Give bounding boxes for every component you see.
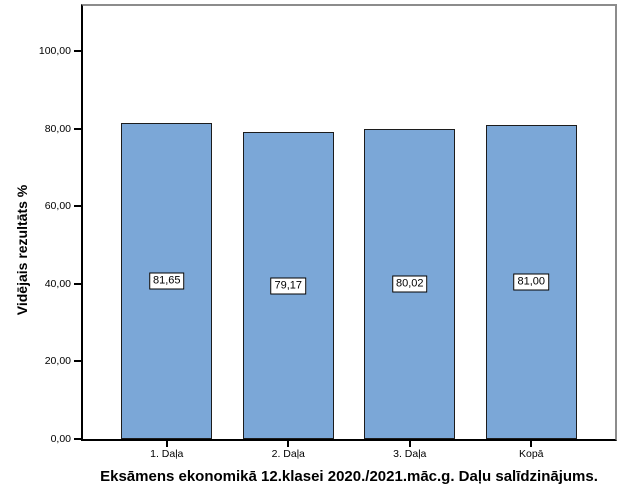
bar-value-label-2: 79,17 bbox=[270, 277, 307, 295]
bar-value-label-3: 80,02 bbox=[391, 275, 428, 293]
y-tick-mark bbox=[74, 360, 82, 363]
x-tick-label: Kopā bbox=[518, 448, 544, 460]
x-axis-caption: Eksāmens ekonomikā 12.klasei 2020./2021.… bbox=[100, 468, 598, 485]
y-tick-mark bbox=[74, 127, 82, 130]
y-tick-mark bbox=[74, 50, 82, 53]
y-tick-mark bbox=[74, 205, 82, 208]
x-tick-mark bbox=[165, 441, 168, 447]
y-tick-label: 20,00 bbox=[44, 355, 71, 368]
x-tick-mark bbox=[287, 441, 290, 447]
y-tick-label: 60,00 bbox=[44, 200, 71, 213]
y-tick-label: 100,00 bbox=[38, 45, 71, 58]
y-tick-mark bbox=[74, 282, 82, 285]
y-tick-mark bbox=[74, 438, 82, 440]
bar-value-label-4: 81,00 bbox=[513, 273, 550, 291]
x-tick-mark bbox=[530, 441, 533, 447]
x-tick-mark bbox=[408, 441, 411, 447]
x-tick-label: 1. Daļa bbox=[150, 448, 184, 460]
bar-value-label-1: 81,65 bbox=[148, 272, 185, 290]
y-tick-label: 0,00 bbox=[50, 433, 71, 445]
y-tick-label: 80,00 bbox=[44, 122, 71, 135]
x-tick-label: 3. Daļa bbox=[393, 448, 427, 460]
x-tick-label: 2. Daļa bbox=[271, 448, 305, 460]
plot-area: 81,65 79,17 80,02 81,00 bbox=[81, 4, 617, 441]
y-tick-label: 40,00 bbox=[44, 277, 71, 290]
